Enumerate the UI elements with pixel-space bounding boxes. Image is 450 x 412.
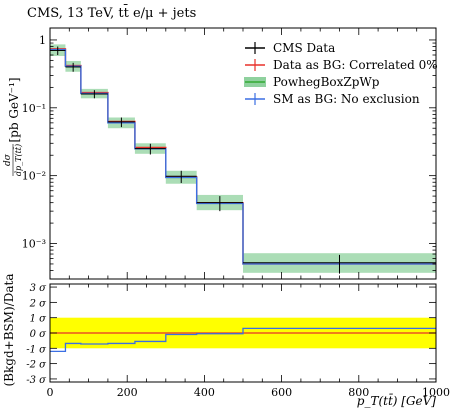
x-tick-label: 0	[47, 386, 54, 399]
chart-title: CMS, 13 TeV, tt̄ e/μ + jets	[27, 4, 196, 21]
ratio-y-tick-label: 1 σ	[30, 314, 48, 325]
ratio-line-1	[50, 327, 436, 353]
data-point-6	[196, 196, 243, 212]
x-tick-label: 400	[194, 386, 215, 399]
legend-label: PowhegBoxZpWp	[273, 75, 380, 89]
ratio-y-axis-label: (Bkgd+BSM)/Data	[2, 274, 16, 387]
x-tick-label: 200	[117, 386, 138, 399]
data-point-7	[243, 254, 436, 274]
x-axis-label: p_T(tt̄) [GeV]	[357, 392, 437, 408]
ratio-series-lines	[50, 327, 436, 353]
data-point-4	[134, 143, 166, 155]
ratio-y-tick-label: 2 σ	[29, 298, 48, 309]
y-tick-label: 1	[39, 34, 46, 47]
data-point-5	[165, 170, 197, 183]
ylabel-unit: [pb GeV⁻¹]	[7, 77, 21, 142]
data-point-1	[65, 62, 81, 72]
legend-entry-2: PowhegBoxZpWp	[244, 75, 380, 89]
main-data-points	[50, 46, 436, 274]
data-point-3	[107, 117, 135, 128]
main-axis-ticks: 1 10⁻¹ 10⁻² 10⁻³	[22, 28, 437, 280]
ratio-y-tick-label: 0 σ	[30, 329, 48, 340]
main-y-axis-label: dσ dp_T(tt̄) [pb GeV⁻¹]	[3, 77, 23, 176]
legend-entry-0: CMS Data	[245, 41, 335, 55]
legend-label: Data as BG: Correlated 0%	[273, 58, 438, 72]
data-point-2	[80, 90, 108, 99]
y-tick-label: 10⁻¹	[22, 102, 46, 115]
ratio-axis-ticks: 3 σ 2 σ 1 σ 0 σ -1 σ -2 σ -3 σ0 200 400 600 800 100…	[26, 283, 450, 399]
y-tick-label: 10⁻²	[22, 170, 46, 183]
ratio-y-tick-label: -2 σ	[26, 360, 47, 371]
legend-label: CMS Data	[273, 41, 335, 55]
ylabel-frac-den: dp_T(tt̄)	[13, 144, 23, 176]
x-tick-label: 800	[348, 386, 369, 399]
y-tick-label: 10⁻³	[22, 238, 46, 251]
legend-entry-3: SM as BG: No exclusion	[245, 92, 420, 106]
x-tick-label: 600	[271, 386, 292, 399]
legend-label: SM as BG: No exclusion	[273, 92, 420, 106]
ratio-y-tick-label: -3 σ	[26, 375, 47, 386]
ylabel-frac-num: dσ	[3, 153, 13, 166]
legend-entry-1: Data as BG: Correlated 0%	[245, 58, 438, 72]
legend: CMS Data Data as BG: Correlated 0% PowhegB…	[244, 41, 438, 106]
x-tick-label: 1000	[422, 386, 450, 399]
ratio-y-tick-label: -1 σ	[26, 344, 47, 355]
ratio-y-tick-label: 3 σ	[30, 283, 48, 294]
